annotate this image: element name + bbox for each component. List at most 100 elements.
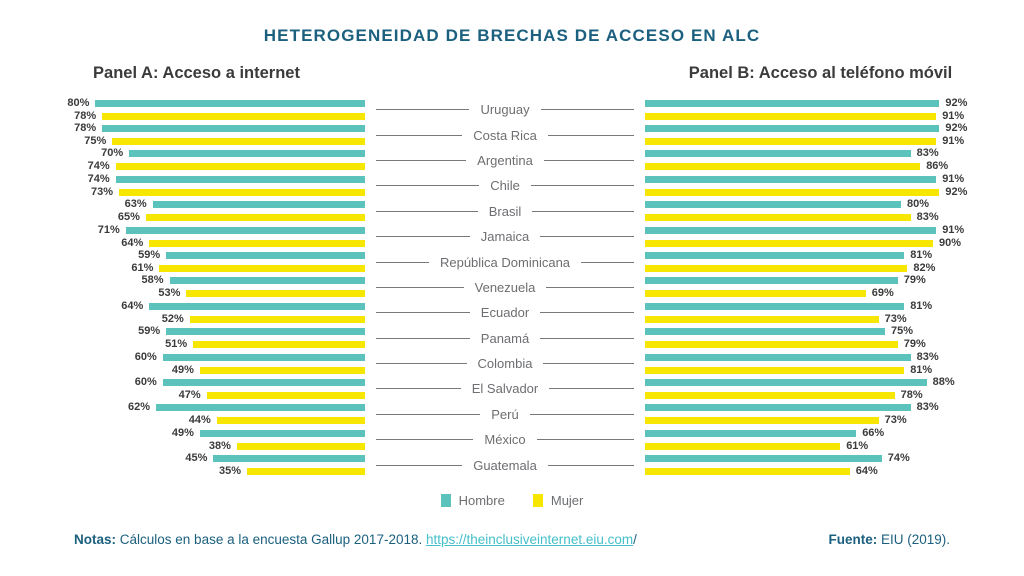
panel-b-mujer: 91% — [645, 136, 965, 147]
panel-a-hombre: 49% — [28, 427, 365, 439]
country-label-cell: Guatemala — [365, 452, 645, 477]
panel-b-mujer-bar — [645, 112, 937, 120]
connector-line-right — [549, 388, 635, 390]
panel-b-hombre: 75% — [645, 326, 965, 337]
panel-a-hombre-bar — [125, 226, 365, 234]
connector-line-right — [547, 134, 635, 136]
panel-a-mujer-bar — [236, 442, 365, 450]
panel-a-mujer-value: 52% — [161, 312, 184, 325]
panel-a-mujer: 47% — [28, 388, 365, 401]
connector-line-left — [376, 109, 470, 111]
panel-b-mujer-bar — [645, 265, 908, 273]
connector-line-right — [536, 439, 634, 441]
panel-b-bars: 88% 78% — [645, 376, 996, 401]
connector-line-left — [376, 464, 463, 466]
connector-line-right — [532, 210, 635, 212]
panel-b-bars: 83% 73% — [645, 402, 996, 426]
panel-b-bars: 92% 91% — [645, 123, 996, 147]
panel-b-mujer: 73% — [645, 313, 965, 325]
source-link[interactable]: https://theinclusiveinternet.eiu.com — [425, 531, 634, 547]
panel-b-bars: 81% 82% — [645, 250, 996, 274]
panel-b-mujer-value: 90% — [939, 236, 962, 249]
country-label-cell: Jamaica — [365, 224, 645, 249]
panel-b-mujer: 79% — [645, 339, 965, 350]
country-label-cell: Perú — [365, 402, 645, 427]
panel-a-hombre-value: 71% — [97, 223, 120, 236]
legend-mujer-label: Mujer — [550, 492, 584, 508]
panel-b-hombre-value: 83% — [916, 401, 939, 414]
panel-a-mujer: 49% — [28, 363, 365, 376]
panel-a-hombre: 70% — [28, 148, 365, 159]
country-row: 64% 52% Ecuador 81% — [28, 300, 996, 325]
panel-b-hombre-value: 80% — [907, 198, 930, 211]
panel-b-hombre: 91% — [645, 223, 965, 236]
country-label: Perú — [491, 406, 519, 422]
panel-b-mujer: 69% — [645, 288, 965, 299]
panel-a-hombre-bar — [102, 125, 365, 133]
panel-b-hombre-bar — [645, 201, 901, 209]
panel-b-mujer-value: 69% — [871, 287, 894, 300]
panel-a-mujer-value: 64% — [121, 236, 144, 249]
connector-line-left — [376, 286, 464, 288]
panel-a-hombre-value: 59% — [138, 325, 161, 338]
panel-a-hombre-value: 59% — [138, 249, 161, 262]
panel-a-mujer-value: 49% — [171, 363, 194, 376]
country-label: República Dominicana — [439, 254, 571, 270]
panel-b-hombre: 79% — [645, 275, 965, 286]
country-label-cell: Argentina — [365, 148, 645, 173]
panel-a-hombre-value: 80% — [67, 96, 90, 109]
country-label-cell: Panamá — [365, 326, 645, 351]
connector-line-left — [376, 413, 481, 415]
panel-b-mujer: 90% — [645, 236, 965, 249]
connector-line-right — [547, 464, 634, 466]
country-row: 80% 78% Uruguay 92% — [28, 97, 996, 122]
country-label: Venezuela — [474, 279, 536, 295]
panel-b-hombre-value: 92% — [945, 96, 968, 109]
country-row: 45% 35% Guatemala 74% — [28, 452, 996, 477]
panel-a-bars: 59% 61% — [28, 250, 365, 274]
country-label: Jamaica — [480, 229, 530, 245]
panel-b-mujer: 83% — [645, 212, 965, 223]
panel-b-hombre: 83% — [645, 402, 965, 413]
country-label: México — [484, 432, 526, 448]
page-title: HETEROGENEIDAD DE BRECHAS DE ACCESO EN A… — [263, 26, 761, 45]
country-label: Costa Rica — [473, 127, 537, 143]
connector-line-left — [376, 439, 474, 441]
panel-a-hombre-value: 74% — [87, 172, 110, 185]
panel-a-mujer-value: 47% — [178, 388, 201, 401]
country-label-cell: El Salvador — [365, 376, 645, 401]
panel-a-hombre-value: 62% — [128, 401, 151, 414]
connector-line-left — [376, 363, 467, 365]
panel-a-mujer-bar — [206, 391, 365, 399]
panel-a-hombre-bar — [213, 455, 365, 463]
panel-b-mujer-value: 78% — [900, 388, 923, 401]
panel-b-hombre-value: 91% — [942, 172, 965, 185]
panel-a-mujer-bar — [159, 265, 365, 273]
panel-b-hombre-bar — [645, 455, 882, 463]
panel-a-mujer-bar — [247, 468, 365, 476]
panel-b-hombre-value: 91% — [942, 223, 965, 236]
panel-a-mujer: 64% — [28, 236, 365, 249]
panel-b-hombre: 80% — [645, 199, 965, 210]
panel-a-mujer-bar — [149, 239, 365, 247]
panel-a-mujer: 74% — [28, 161, 365, 172]
connector-line-right — [543, 159, 634, 161]
panel-a-mujer-value: 75% — [84, 135, 107, 148]
country-row: 60% 47% El Salvador 8 — [28, 376, 996, 401]
panel-a-mujer-bar — [119, 188, 365, 196]
panel-b-mujer-bar — [645, 315, 879, 323]
panel-headers: Panel A: Acceso a internet Panel B: Acce… — [0, 64, 1024, 83]
hombre-swatch-icon — [440, 493, 451, 507]
panel-b-hombre-value: 81% — [910, 299, 933, 312]
footer: Notas: Cálculos en base a la encuesta Ga… — [0, 532, 1024, 547]
panel-b-hombre: 92% — [645, 123, 967, 134]
panel-b-bars: 79% 69% — [645, 275, 996, 299]
panel-b-mujer-bar — [645, 442, 841, 450]
panel-a-hombre: 71% — [28, 223, 365, 236]
panel-a-mujer: 61% — [28, 263, 365, 274]
panel-a-mujer-bar — [112, 138, 365, 146]
panel-a-hombre-bar — [162, 353, 365, 361]
panel-b-mujer-bar — [645, 214, 911, 222]
legend-item-hombre: Hombre — [440, 493, 505, 508]
panel-a-mujer-bar — [216, 417, 365, 425]
